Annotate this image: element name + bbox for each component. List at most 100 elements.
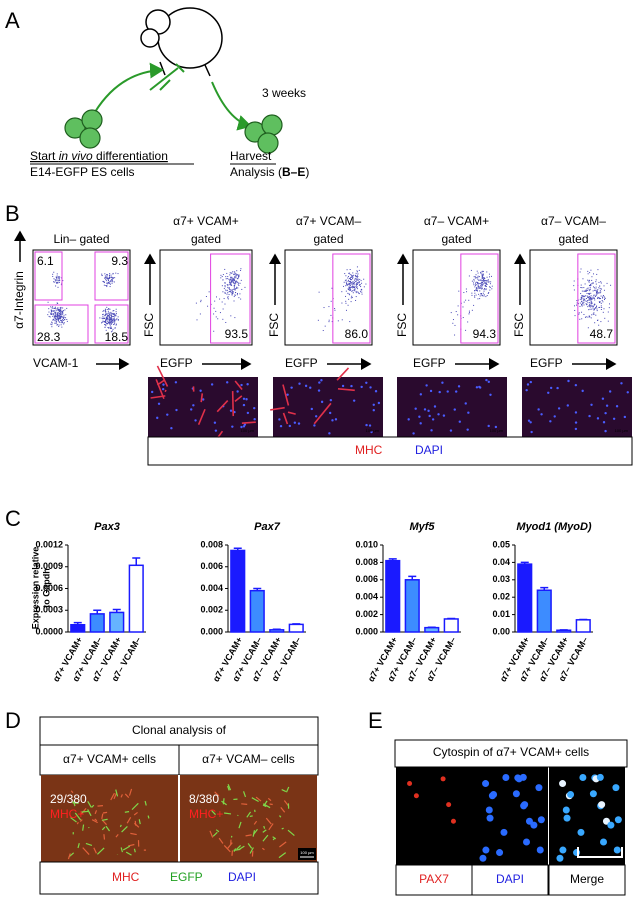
event-dot: [59, 309, 61, 311]
event-dot: [115, 311, 117, 313]
event-dot: [480, 287, 482, 289]
event-dot: [356, 286, 358, 288]
cell: [113, 792, 117, 800]
event-dot: [233, 296, 235, 298]
nucleus: [290, 386, 293, 389]
event-dot: [466, 291, 468, 293]
event-dot: [238, 276, 240, 278]
cell: [124, 793, 130, 798]
event-dot: [356, 266, 358, 268]
cell: [245, 834, 252, 837]
event-dot: [595, 293, 597, 295]
event-dot: [593, 312, 595, 314]
event-dot: [352, 282, 354, 284]
event-dot: [347, 292, 349, 294]
event-dot: [110, 312, 112, 314]
nucleus: [479, 386, 482, 389]
event-dot: [483, 279, 485, 281]
cell: [573, 849, 581, 857]
event-dot: [62, 310, 64, 312]
event-dot: [62, 307, 64, 309]
event-dot: [355, 284, 357, 286]
event-dot: [233, 288, 235, 290]
cell: [479, 854, 487, 862]
event-dot: [229, 272, 231, 274]
y-tick-label: 0.0012: [35, 539, 63, 549]
nucleus: [549, 386, 553, 390]
panel-label: D: [5, 708, 21, 733]
event-dot: [360, 280, 362, 282]
event-dot: [104, 324, 106, 326]
event-dot: [235, 281, 237, 283]
event-dot: [577, 303, 579, 305]
event-dot: [106, 322, 108, 324]
event-dot: [468, 313, 470, 315]
event-dot: [471, 294, 473, 296]
nucleus: [581, 389, 584, 393]
event-dot: [55, 312, 57, 314]
event-dot: [105, 313, 107, 315]
cell: [252, 830, 256, 837]
event-dot: [591, 299, 593, 301]
cell: [263, 825, 266, 829]
event-dot: [109, 314, 111, 316]
cell: [222, 798, 225, 805]
event-dot: [230, 272, 232, 274]
event-dot: [63, 323, 65, 325]
event-dot: [599, 301, 601, 303]
event-dot: [58, 312, 60, 314]
event-dot: [224, 268, 226, 270]
event-dot: [240, 279, 242, 281]
event-dot: [355, 296, 357, 298]
event-dot: [57, 313, 59, 315]
event-dot: [105, 329, 107, 331]
cell: [120, 847, 124, 853]
bar: [128, 564, 144, 633]
event-dot: [588, 315, 590, 317]
nucleus: [419, 422, 422, 425]
event-dot: [56, 322, 58, 324]
nucleus: [431, 418, 435, 421]
event-dot: [581, 290, 583, 292]
event-dot: [233, 282, 235, 284]
event-dot: [239, 282, 241, 284]
nucleus: [453, 408, 456, 411]
nucleus: [240, 383, 243, 387]
event-dot: [58, 280, 60, 282]
event-dot: [58, 275, 60, 277]
event-dot: [221, 276, 223, 278]
event-dot: [108, 308, 110, 310]
event-dot: [481, 294, 483, 296]
event-dot: [585, 316, 587, 318]
event-dot: [348, 279, 350, 281]
event-dot: [607, 311, 609, 313]
nucleus: [430, 429, 433, 432]
event-dot: [59, 315, 61, 317]
event-dot: [109, 308, 111, 310]
event-dot: [581, 295, 583, 297]
event-dot: [486, 295, 488, 297]
event-dot: [56, 308, 58, 310]
nucleus: [242, 403, 246, 407]
event-dot: [581, 303, 583, 305]
event-dot: [365, 283, 367, 285]
cell: [101, 818, 108, 821]
nucleus: [365, 381, 368, 385]
event-dot: [598, 287, 600, 289]
event-dot: [233, 271, 235, 273]
event-dot: [483, 294, 485, 296]
fiber: [200, 393, 204, 403]
event-dot: [485, 285, 487, 287]
event-dot: [483, 278, 485, 280]
event-dot: [228, 287, 230, 289]
event-dot: [235, 277, 237, 279]
event-dot: [606, 282, 608, 284]
y-tick-label: 0.01: [492, 609, 510, 619]
event-dot: [108, 315, 110, 317]
nucleus: [467, 411, 470, 414]
event-dot: [233, 284, 235, 286]
event-dot: [597, 289, 599, 291]
event-dot: [109, 281, 111, 283]
y-tick-label: 0.04: [492, 557, 510, 567]
error-bar: [112, 608, 121, 613]
